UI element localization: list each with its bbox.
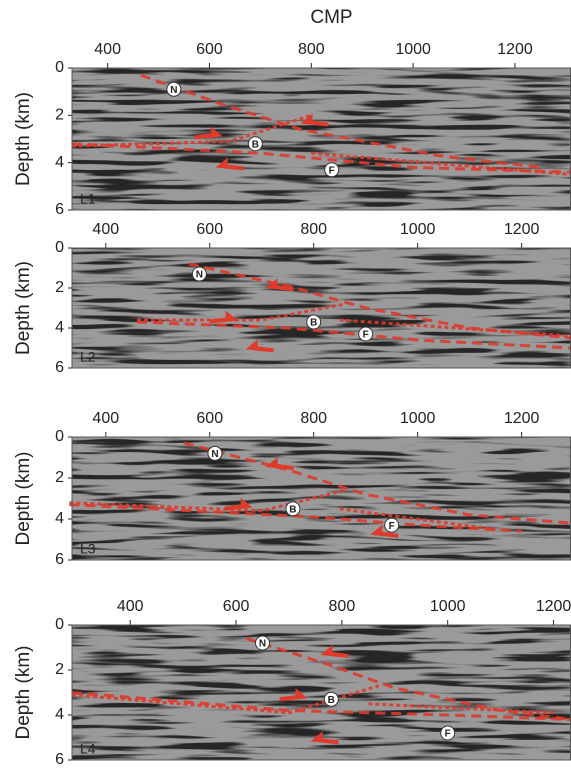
slip-arrow: [265, 278, 294, 292]
y-axis-label: Depth (km): [13, 92, 34, 186]
y-axis-label: Depth (km): [13, 261, 34, 355]
fault-trace: [368, 702, 554, 715]
y-tick-label: 0: [55, 616, 64, 633]
fault-marker: [191, 266, 207, 282]
y-tick-label: 2: [55, 279, 64, 296]
fault-trace: [339, 318, 571, 338]
slip-arrow: [320, 645, 349, 658]
fault-marker: [323, 691, 339, 707]
fault-trace: [140, 73, 541, 169]
x-tick-label: 600: [196, 41, 223, 58]
slip-arrow: [300, 113, 329, 127]
fault-trace: [311, 151, 571, 176]
fault-label: N: [170, 85, 177, 96]
axis-title: CMP: [310, 7, 352, 28]
y-axis-label: Depth (km): [13, 452, 34, 546]
y-tick-label: 4: [55, 319, 64, 336]
seismic-texture: [72, 437, 571, 560]
fault-marker: [306, 314, 322, 330]
x-tick-label: 1200: [504, 221, 540, 238]
fault-marker: [254, 635, 270, 651]
fault-label: N: [196, 270, 203, 281]
y-axis-label: Depth (km): [13, 646, 34, 740]
slip-arrow: [194, 126, 223, 140]
x-tick-label: 800: [298, 41, 325, 58]
fault-label: B: [310, 318, 317, 329]
fault-trace: [69, 488, 346, 513]
y-tick-label: 6: [55, 201, 64, 218]
fault-marker: [384, 517, 400, 533]
x-tick-label: 800: [300, 221, 327, 238]
seismic-texture: [72, 68, 571, 210]
fault-marker: [440, 725, 456, 741]
fault-label: N: [211, 449, 218, 460]
y-tick-label: 6: [55, 751, 64, 768]
slip-arrow: [265, 457, 294, 471]
x-tick-label: 1000: [400, 221, 436, 238]
fault-label: F: [445, 729, 451, 740]
y-tick-label: 4: [55, 706, 64, 723]
fault-trace: [71, 142, 571, 174]
fault-trace: [183, 441, 571, 525]
fault-label: N: [259, 639, 266, 650]
x-tick-label: 600: [196, 221, 223, 238]
fault-marker: [166, 81, 182, 97]
fault-trace: [71, 684, 380, 715]
fault-trace: [71, 113, 312, 148]
x-tick-label: 400: [94, 41, 121, 58]
panel-label: L3: [80, 541, 96, 557]
slip-arrow: [209, 310, 238, 324]
fault-label: F: [363, 330, 369, 341]
x-tick-label: 1000: [400, 410, 436, 427]
y-tick-label: 6: [55, 551, 64, 568]
x-tick-label: 600: [196, 410, 223, 427]
y-tick-label: 0: [55, 59, 64, 76]
y-tick-label: 0: [55, 239, 64, 256]
y-tick-label: 4: [55, 510, 64, 527]
y-tick-label: 2: [55, 661, 64, 678]
x-tick-label: 800: [329, 598, 356, 615]
fault-label: B: [328, 695, 335, 706]
fault-label: F: [389, 521, 395, 532]
fault-label: F: [329, 165, 335, 176]
slip-arrow: [279, 688, 308, 702]
fault-marker: [285, 501, 301, 517]
fault-marker: [358, 326, 374, 342]
slip-arrow: [245, 339, 274, 353]
x-tick-label: 1200: [536, 598, 571, 615]
x-tick-label: 1000: [430, 598, 466, 615]
fault-trace: [246, 637, 571, 721]
fault-marker: [207, 445, 223, 461]
x-tick-label: 400: [117, 598, 144, 615]
y-tick-label: 0: [55, 428, 64, 445]
slip-arrow: [224, 497, 253, 511]
slip-arrow: [310, 731, 339, 745]
fault-trace: [69, 503, 522, 533]
y-tick-label: 6: [55, 359, 64, 376]
slip-arrow: [215, 157, 244, 171]
fault-marker: [247, 136, 263, 152]
x-tick-label: 1200: [504, 410, 540, 427]
slip-arrow: [370, 524, 399, 538]
fault-label: B: [252, 139, 259, 150]
fault-label: B: [289, 504, 296, 515]
x-tick-label: 800: [300, 410, 327, 427]
fault-trace: [71, 691, 571, 721]
fault-trace: [339, 507, 496, 531]
y-tick-label: 2: [55, 469, 64, 486]
y-tick-label: 4: [55, 154, 64, 171]
fault-trace: [136, 320, 571, 350]
x-tick-label: 400: [92, 410, 119, 427]
fault-marker: [324, 162, 340, 178]
x-tick-label: 1200: [497, 41, 533, 58]
x-tick-label: 400: [92, 221, 119, 238]
panel-label: L2: [80, 349, 96, 365]
y-tick-label: 2: [55, 107, 64, 124]
x-tick-label: 600: [223, 598, 250, 615]
panel-label: L1: [80, 191, 96, 207]
panel-label: L4: [80, 741, 96, 757]
x-tick-label: 1000: [395, 41, 431, 58]
